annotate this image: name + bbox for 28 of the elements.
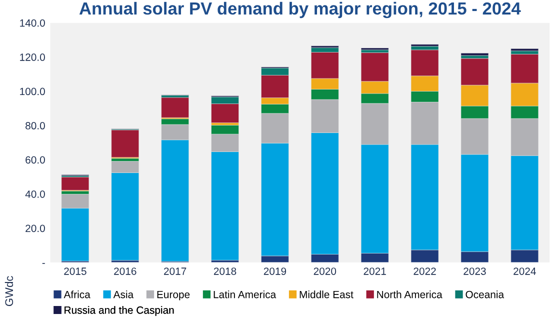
x-tick-label: 2017 <box>164 268 186 275</box>
legend-label: North America <box>377 290 442 298</box>
x-tick-label: 2019 <box>264 268 286 275</box>
x-tick-label: 2020 <box>314 268 336 275</box>
y-axis-title: GWdc <box>4 276 14 306</box>
legend-label: Africa <box>64 290 90 298</box>
legend-label: Russia and the Caspian <box>64 306 174 316</box>
legend-label: Latin America <box>214 290 276 298</box>
x-tick-label: 2021 <box>364 268 386 275</box>
x-tick-label: 2023 <box>464 268 486 275</box>
x-tick-label: 2022 <box>414 268 436 275</box>
y-tick-label: - <box>42 263 45 264</box>
y-tick-label: 100.0 <box>20 88 45 96</box>
y-tick-label: 20.0 <box>26 224 45 232</box>
y-tick-label: 80.0 <box>26 122 45 130</box>
x-tick-label: 2016 <box>114 268 136 275</box>
chart-title: Annual solar PV demand by major region, 2015 - 2024 <box>79 2 521 18</box>
legend-label: Oceania <box>466 290 504 298</box>
legend-label: Middle East <box>300 290 354 298</box>
x-tick-label: 2024 <box>514 268 536 275</box>
x-tick-label: 2015 <box>64 268 86 275</box>
x-tick-label: 2018 <box>214 268 236 275</box>
y-tick-label: 60.0 <box>26 156 45 164</box>
y-tick-label: 120.0 <box>20 54 45 61</box>
legend-label: Asia <box>113 290 134 298</box>
y-tick-label: 40.0 <box>25 190 45 198</box>
legend-label: Europe <box>157 290 190 300</box>
y-tick-label: 140.0 <box>20 19 45 27</box>
